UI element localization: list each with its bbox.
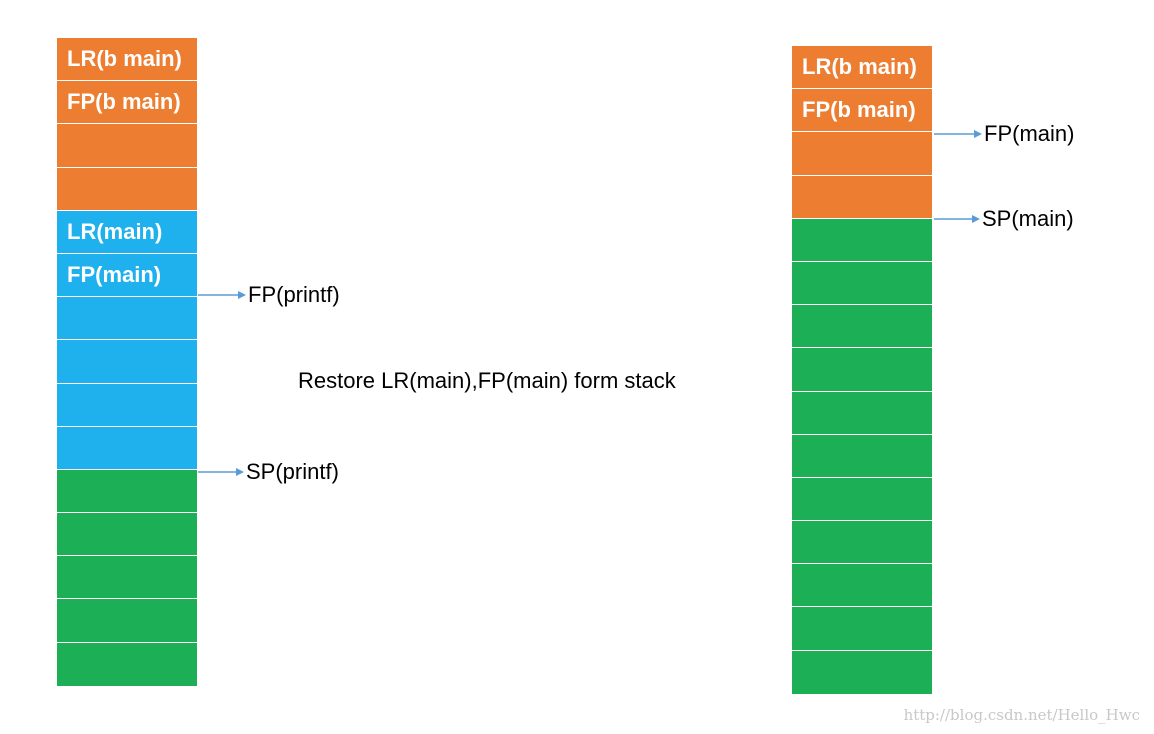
fp-printf-label: FP(printf) bbox=[248, 282, 340, 307]
stack-cell: LR(b main) bbox=[57, 38, 197, 82]
fp-printf-pointer: FP(printf) bbox=[198, 282, 340, 308]
stack-cell bbox=[57, 383, 197, 427]
arrow-right-icon bbox=[198, 468, 244, 476]
stack-cell-label: FP(main) bbox=[67, 262, 162, 288]
sp-printf-label: SP(printf) bbox=[246, 459, 339, 484]
stack-cell bbox=[792, 132, 932, 176]
stack-cell bbox=[792, 521, 932, 565]
fp-main-pointer: FP(main) bbox=[934, 121, 1074, 147]
left-stack: LR(b main) FP(b main) LR(main) FP(main) bbox=[57, 38, 197, 686]
arrow-right-icon bbox=[198, 291, 246, 299]
stack-cell-label: LR(b main) bbox=[802, 54, 917, 80]
stack-cell bbox=[57, 513, 197, 557]
sp-main-pointer: SP(main) bbox=[934, 206, 1074, 232]
stack-cell bbox=[792, 348, 932, 392]
stack-cell bbox=[57, 124, 197, 168]
stack-cell bbox=[57, 599, 197, 643]
stack-cell bbox=[57, 469, 197, 514]
stack-cell bbox=[792, 434, 932, 478]
stack-cell bbox=[57, 340, 197, 384]
stack-cell bbox=[57, 556, 197, 600]
stack-cell bbox=[57, 426, 197, 470]
stack-cell: FP(main) bbox=[57, 253, 197, 298]
stack-cell bbox=[57, 167, 197, 211]
stack-cell-label: LR(b main) bbox=[67, 46, 182, 72]
stack-cell bbox=[792, 175, 932, 219]
arrow-right-icon bbox=[934, 215, 980, 223]
stack-cell: LR(main) bbox=[57, 210, 197, 254]
stack-cell bbox=[792, 477, 932, 522]
stack-cell bbox=[57, 642, 197, 686]
stack-cell-label: FP(b main) bbox=[802, 97, 916, 123]
stack-cell: LR(b main) bbox=[792, 46, 932, 90]
arrow-right-icon bbox=[934, 130, 982, 138]
right-stack: LR(b main) FP(b main) bbox=[792, 46, 932, 694]
sp-printf-pointer: SP(printf) bbox=[198, 459, 339, 485]
stack-cell bbox=[792, 650, 932, 694]
stack-cell bbox=[792, 607, 932, 651]
stack-cell bbox=[792, 218, 932, 262]
stack-cell bbox=[792, 305, 932, 349]
sp-main-label: SP(main) bbox=[982, 206, 1074, 231]
stack-cell-label: LR(main) bbox=[67, 218, 163, 244]
stack-cell-label: FP(b main) bbox=[67, 89, 181, 115]
watermark: http://blog.csdn.net/Hello_Hwc bbox=[903, 706, 1140, 724]
stack-cell bbox=[57, 297, 197, 341]
stack-cell: FP(b main) bbox=[792, 89, 932, 133]
stack-cell bbox=[792, 261, 932, 306]
fp-main-label: FP(main) bbox=[984, 121, 1075, 146]
stack-cell bbox=[792, 391, 932, 435]
caption-text: Restore LR(main),FP(main) form stack bbox=[298, 368, 676, 393]
stack-cell: FP(b main) bbox=[57, 81, 197, 125]
stack-cell bbox=[792, 564, 932, 608]
